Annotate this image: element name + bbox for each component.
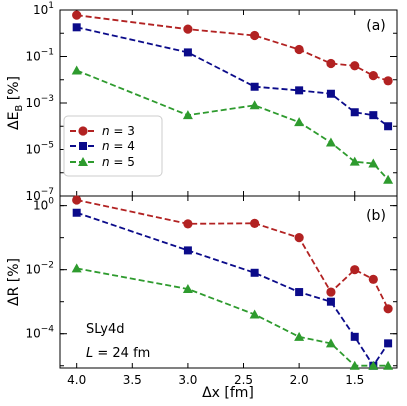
data-point-n5 bbox=[249, 100, 260, 110]
y-tick-label: 10−2 bbox=[25, 261, 54, 277]
series-line-n5 bbox=[76, 69, 389, 181]
data-point-n4 bbox=[183, 48, 192, 57]
legend-entry-n4: n = 4 bbox=[70, 139, 135, 153]
y-tick-label: 10−7 bbox=[25, 187, 54, 203]
panel-b-y-axis-label: ΔR [%] bbox=[6, 258, 22, 306]
legend-marker-square bbox=[79, 142, 87, 150]
data-point-n5 bbox=[249, 309, 260, 319]
data-point-n4 bbox=[295, 86, 304, 95]
legend-label-n4: n = 4 bbox=[102, 139, 135, 153]
data-point-n5 bbox=[349, 156, 360, 166]
data-point-n5 bbox=[71, 263, 82, 273]
data-point-n5 bbox=[368, 158, 379, 168]
series-line-n4 bbox=[76, 211, 389, 368]
data-point-n3 bbox=[250, 218, 260, 228]
data-point-n4 bbox=[72, 23, 81, 32]
y-tick-label: 10−1 bbox=[25, 48, 54, 64]
x-tick-label: 1.5 bbox=[345, 373, 364, 387]
panel-a-series bbox=[71, 10, 394, 184]
data-point-n4 bbox=[350, 332, 359, 341]
data-point-n4 bbox=[369, 111, 378, 120]
panel-b-frame bbox=[59, 195, 398, 369]
data-point-n4 bbox=[326, 89, 335, 98]
data-point-n3 bbox=[72, 195, 82, 205]
data-point-n5 bbox=[325, 137, 336, 147]
x-tick-label: 2.0 bbox=[290, 373, 309, 387]
panel-a-y-ticks: 101 10−1 10−3 10−5 10−7 bbox=[25, 1, 397, 203]
panel-b: 100 10−2 10−4 (b) ΔR [%] SLy4d L = 24 fm bbox=[6, 195, 398, 370]
annotation-box-size: L = 24 fm bbox=[86, 346, 150, 361]
data-point-n4 bbox=[350, 108, 359, 117]
panel-b-series bbox=[71, 195, 394, 370]
data-point-n4 bbox=[384, 122, 393, 131]
data-point-n5 bbox=[349, 360, 360, 370]
data-point-n5 bbox=[368, 360, 379, 370]
panel-a-y-axis-label: ΔEB [%] bbox=[6, 76, 25, 130]
data-point-n4 bbox=[183, 246, 192, 255]
data-point-n4 bbox=[250, 268, 259, 277]
data-point-n3 bbox=[294, 44, 304, 55]
data-point-n4 bbox=[326, 297, 335, 306]
y-tick-label: 10−4 bbox=[25, 325, 54, 341]
y-tick-label: 100 bbox=[33, 197, 54, 213]
data-point-n5 bbox=[383, 360, 394, 370]
data-point-n5 bbox=[294, 331, 305, 341]
data-point-n5 bbox=[294, 117, 305, 127]
data-point-n5 bbox=[383, 174, 394, 184]
annotation-model: SLy4d bbox=[86, 322, 125, 337]
data-point-n3 bbox=[350, 61, 360, 71]
data-point-n3 bbox=[183, 24, 193, 34]
data-point-n4 bbox=[250, 82, 259, 91]
x-axis-label: Δx [fm] bbox=[202, 385, 254, 401]
data-point-n3 bbox=[383, 76, 393, 86]
x-tick-label: 4.0 bbox=[67, 373, 86, 387]
x-tick-label: 3.5 bbox=[123, 373, 142, 387]
legend-marker-triangle bbox=[78, 157, 88, 166]
data-point-n3 bbox=[326, 58, 336, 69]
panel-b-label: (b) bbox=[366, 208, 386, 224]
data-point-n3 bbox=[326, 287, 336, 297]
y-tick-label: 10−5 bbox=[25, 141, 54, 157]
data-point-n3 bbox=[183, 219, 193, 229]
x-tick-label: 3.0 bbox=[178, 373, 197, 387]
data-point-n5 bbox=[71, 65, 82, 75]
legend-label-n3: n = 3 bbox=[102, 124, 135, 138]
data-point-n4 bbox=[384, 339, 393, 348]
legend-entry-n3: n = 3 bbox=[70, 124, 135, 138]
x-tick-labels: 4.0 3.5 3.0 2.5 2.0 1.5 bbox=[67, 373, 364, 387]
legend-label-n5: n = 5 bbox=[102, 155, 135, 169]
legend-entry-n5: n = 5 bbox=[70, 155, 135, 169]
data-point-n3 bbox=[72, 10, 82, 20]
panel-a: 101 10−1 10−3 10−5 10−7 (a) ΔEB [%] n = 3 n … bbox=[6, 1, 398, 203]
data-point-n5 bbox=[325, 338, 336, 348]
y-tick-label: 101 bbox=[33, 1, 54, 17]
data-point-n3 bbox=[383, 304, 393, 314]
x-tick-label: 2.5 bbox=[234, 373, 253, 387]
data-point-n5 bbox=[182, 283, 193, 293]
panel-b-y-ticks: 100 10−2 10−4 bbox=[25, 197, 397, 367]
data-point-n3 bbox=[350, 265, 360, 275]
legend: n = 3 n = 4 n = 5 bbox=[63, 115, 163, 177]
panel-a-label: (a) bbox=[366, 18, 386, 34]
data-point-n3 bbox=[250, 30, 260, 41]
data-point-n5 bbox=[182, 110, 193, 120]
legend-marker-circle bbox=[78, 126, 88, 136]
data-point-n4 bbox=[295, 288, 304, 297]
data-point-n3 bbox=[368, 274, 378, 284]
data-point-n3 bbox=[294, 233, 304, 243]
data-point-n3 bbox=[368, 71, 378, 81]
data-point-n4 bbox=[72, 208, 81, 217]
y-tick-label: 10−3 bbox=[25, 94, 54, 110]
